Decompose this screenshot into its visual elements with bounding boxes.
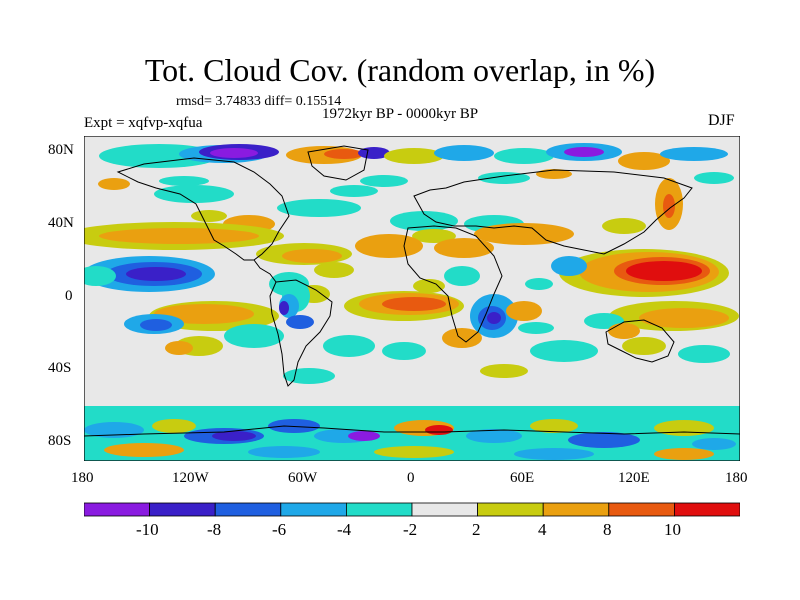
australia-outline [605, 319, 675, 363]
greenland-outline [307, 145, 369, 181]
colorbar-swatch [411, 502, 478, 517]
antarctic-band [84, 406, 740, 461]
colorbar-label: -10 [136, 520, 159, 539]
arctic-band [98, 143, 734, 190]
colorbar-label: 4 [538, 520, 547, 539]
lon-tick-label: 120W [172, 470, 209, 486]
anomaly-map [84, 136, 740, 461]
colorbar-label: -2 [403, 520, 418, 539]
africa-outline [403, 225, 503, 343]
lat-tick-label: 0 [65, 288, 73, 304]
colorbar-label: -8 [207, 520, 222, 539]
lat-tick-label: 40S [48, 360, 72, 376]
central-america-outline [253, 259, 277, 283]
southern-midlatitudes [165, 324, 730, 384]
colorbar-label: 10 [664, 520, 681, 539]
lon-tick-label: 180 [725, 470, 748, 486]
colorbar-label: 8 [603, 520, 612, 539]
colorbar-swatch [84, 502, 150, 517]
northern-midlatitudes [154, 178, 683, 245]
colorbar-swatch [280, 502, 347, 517]
period-text: 1972kyr BP - 0000kyr BP [322, 106, 479, 122]
lat-tick-label: 80N [48, 142, 74, 158]
figure-title: Tot. Cloud Cov. (random overlap, in %) [144, 52, 656, 88]
colorbar-swatch [345, 502, 413, 517]
lon-tick-label: 120E [618, 470, 650, 486]
tropics [84, 222, 739, 348]
colorbar-swatch [149, 502, 216, 517]
lon-tick-label: 60E [510, 470, 535, 486]
season-label: DJF [708, 112, 735, 129]
stats-text: rmsd= 3.74833 diff= 0.15514 [176, 94, 342, 109]
antarctica-outline [84, 425, 740, 437]
colorbar-swatch [542, 502, 610, 517]
lon-tick-label: 180 [71, 470, 94, 486]
colorbar-swatch [214, 502, 282, 517]
south-america-outline [269, 279, 333, 387]
colorbar-swatch [477, 502, 544, 517]
colorbar-label: -4 [337, 520, 352, 539]
lon-tick-label: 60W [288, 470, 318, 486]
eurasia-outline [413, 169, 693, 255]
colorbar-label: -6 [272, 520, 287, 539]
colorbar-swatch [674, 502, 740, 517]
colorbar-swatch [608, 502, 675, 517]
colorbar-label: 2 [472, 520, 481, 539]
coastlines [84, 145, 740, 437]
colorbar [84, 502, 740, 517]
lat-tick-label: 80S [48, 433, 72, 449]
experiment-label: Expt = xqfvp-xqfua [84, 115, 203, 131]
lon-tick-label: 0 [407, 470, 415, 486]
lat-tick-label: 40N [48, 215, 74, 231]
